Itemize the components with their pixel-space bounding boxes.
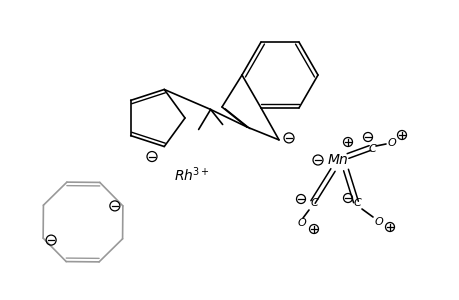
Text: O: O xyxy=(387,138,396,148)
Text: C: C xyxy=(309,198,317,208)
Text: O: O xyxy=(297,218,306,228)
Text: Rh$^{3+}$: Rh$^{3+}$ xyxy=(174,166,209,184)
Text: Mn: Mn xyxy=(327,153,347,167)
Text: O: O xyxy=(374,217,382,227)
Text: C: C xyxy=(367,144,375,154)
Text: C: C xyxy=(353,198,360,208)
